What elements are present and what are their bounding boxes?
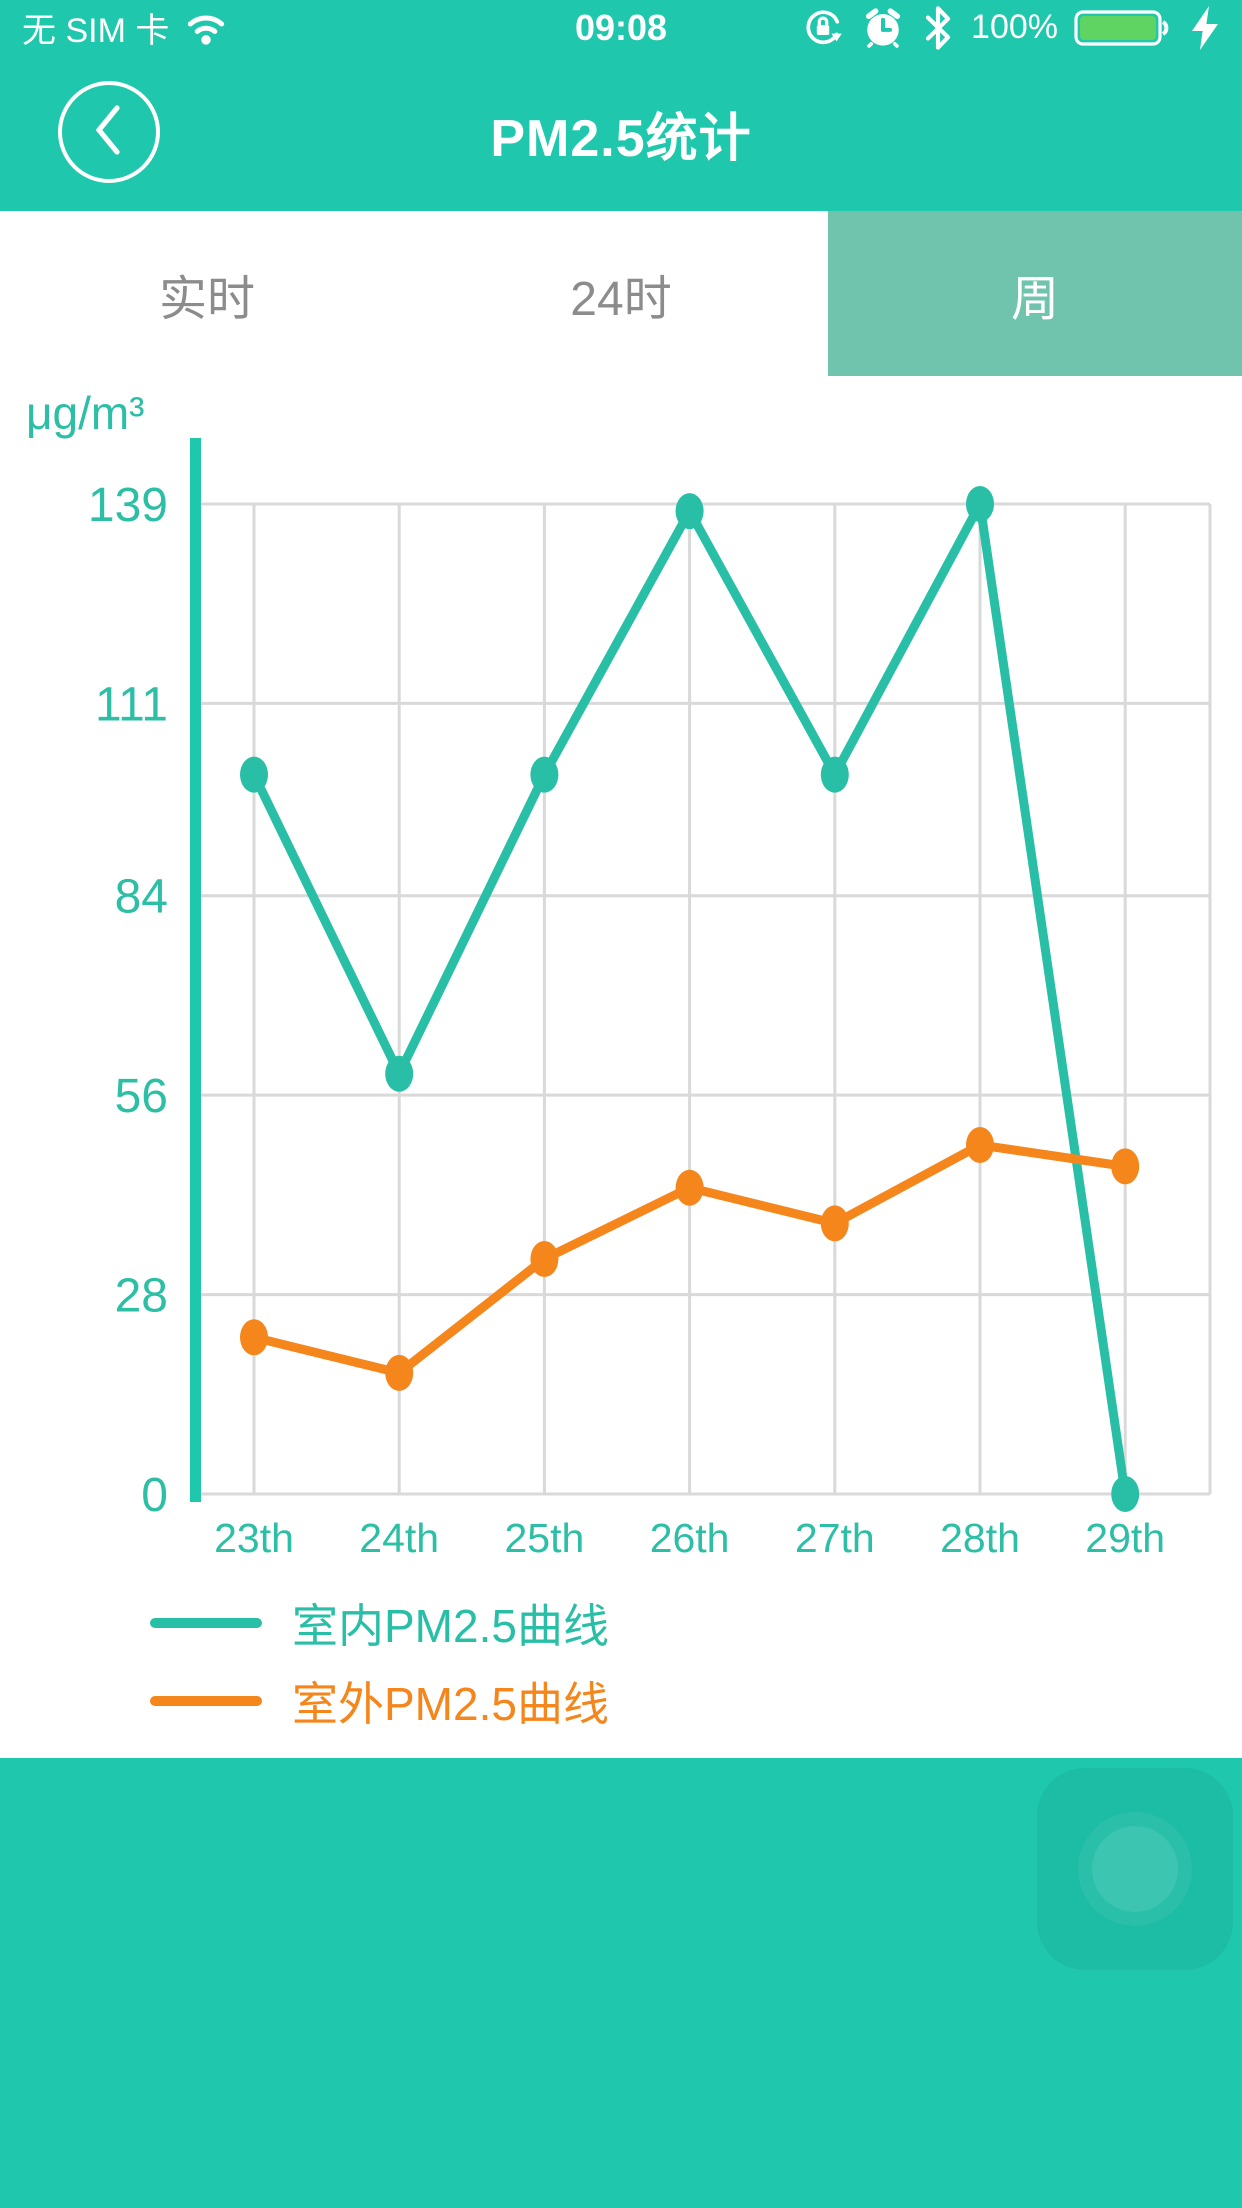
tab-realtime-label: 实时 (158, 272, 255, 326)
outdoor-series-point (240, 1319, 268, 1356)
carrier-label: 无 SIM 卡 (22, 12, 170, 50)
tab-bar: 实时 24时 周 (0, 211, 1242, 376)
outdoor-series-point (966, 1127, 994, 1164)
tab-week[interactable]: 周 (828, 211, 1242, 376)
x-tick-label: 29th (1085, 1515, 1165, 1561)
charging-bolt-icon (1190, 5, 1220, 50)
alarm-clock-icon (861, 6, 905, 50)
y-tick-label: 0 (141, 1469, 168, 1522)
shutter-core-icon (1092, 1826, 1178, 1912)
shutter-ring-icon (1078, 1812, 1192, 1926)
pm25-week-chart: μg/m³ 139 111 84 56 28 0 23th 24th 25th 26th 27th 2… (0, 376, 1242, 1758)
legend-item-outdoor: 室外PM2.5曲线 (150, 1662, 609, 1740)
status-bar: 无 SIM 卡 09:08 (0, 0, 1242, 55)
outdoor-series-point (820, 1205, 849, 1242)
y-tick-label: 84 (115, 871, 168, 924)
x-tick-label: 28th (940, 1515, 1020, 1561)
outdoor-series-point (530, 1240, 559, 1277)
x-tick-label: 23th (214, 1515, 294, 1561)
tab-realtime[interactable]: 实时 (0, 211, 414, 376)
camera-shutter-ghost-button[interactable] (1037, 1768, 1233, 1970)
indoor-series-point (385, 1055, 414, 1092)
y-tick-label: 28 (115, 1270, 168, 1323)
x-tick-label: 25th (504, 1515, 584, 1561)
footer-panel (0, 1758, 1242, 2208)
legend-item-indoor: 室内PM2.5曲线 (150, 1584, 609, 1662)
battery-icon (1074, 6, 1174, 50)
tab-24h[interactable]: 24时 (414, 211, 828, 376)
tab-week-label: 周 (1010, 272, 1059, 326)
indoor-series-point (966, 486, 994, 522)
outdoor-line-swatch (150, 1696, 262, 1706)
indoor-series-point (240, 756, 268, 793)
indoor-line-swatch (150, 1618, 262, 1628)
outdoor-series-point (385, 1354, 414, 1391)
x-tick-label: 26th (650, 1515, 730, 1561)
battery-percent-label: 100% (971, 8, 1058, 46)
page-title: PM2.5统计 (490, 109, 752, 168)
y-tick-label: 139 (88, 479, 168, 532)
app-header: PM2.5统计 (0, 55, 1242, 211)
tab-24h-label: 24时 (570, 272, 672, 326)
outdoor-legend-label: 室外PM2.5曲线 (292, 1678, 609, 1730)
chart-legend: 室内PM2.5曲线 室外PM2.5曲线 (150, 1584, 609, 1740)
x-tick-label: 24th (359, 1515, 439, 1561)
y-tick-label: 56 (115, 1070, 168, 1123)
outdoor-series-point (1111, 1148, 1140, 1185)
wifi-icon (183, 10, 229, 46)
back-button[interactable] (58, 81, 160, 183)
y-tick-label: 111 (95, 678, 168, 731)
indoor-series-point (820, 756, 849, 793)
bluetooth-icon (921, 5, 955, 51)
indoor-series-point (530, 756, 559, 793)
outdoor-series-point (675, 1169, 704, 1206)
line-chart-canvas: 139 111 84 56 28 0 23th 24th 25th 26th 27th 28th 29t… (88, 438, 1212, 1561)
indoor-legend-label: 室内PM2.5曲线 (292, 1600, 609, 1652)
indoor-series-point (675, 493, 704, 530)
x-tick-label: 27th (795, 1515, 875, 1561)
orientation-lock-icon (801, 6, 845, 50)
y-axis-unit-label: μg/m³ (26, 387, 145, 439)
back-chevron-icon (87, 100, 131, 165)
indoor-series-point (1111, 1476, 1140, 1512)
